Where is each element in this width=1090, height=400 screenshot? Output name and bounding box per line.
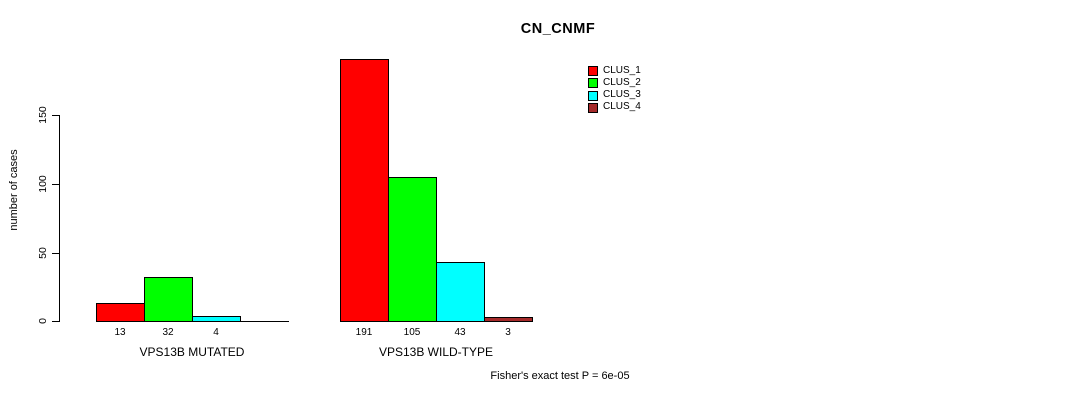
bar-count-label: 13 [114,327,126,338]
bar [340,59,389,322]
bar [144,277,193,322]
legend-label: CLUS_1 [603,64,641,76]
bar [192,316,241,322]
y-axis-line [59,115,60,322]
chart-title: CN_CNMF [520,21,596,37]
bar [388,177,437,322]
group-label-mutated: VPS13B MUTATED [139,345,245,359]
y-tick-label: 0 [37,318,49,324]
group-label-wildtype: VPS13B WILD-TYPE [378,345,494,359]
bar-count-label: 32 [162,327,174,338]
y-tick [52,253,59,254]
y-tick-label: 150 [37,106,49,124]
bar [436,262,485,322]
bar-count-label: 4 [213,327,219,338]
fisher-test-annotation: Fisher's exact test P = 6e-05 [490,370,630,382]
bar-count-label: 105 [403,327,421,338]
y-tick [52,184,59,185]
legend-label: CLUS_3 [603,89,641,101]
bar [484,317,533,322]
bar-count-label: 191 [355,327,373,338]
y-tick [52,115,59,116]
bar-count-label: 43 [454,327,466,338]
y-tick [52,321,59,322]
legend-swatch [588,102,598,113]
bar [96,303,145,322]
y-axis-label: number of cases [8,149,20,231]
legend-label: CLUS_2 [603,76,641,88]
y-tick-label: 100 [37,175,49,193]
legend-label: CLUS_4 [603,101,641,113]
legend-swatch [588,90,598,101]
legend-swatch [588,66,598,76]
legend-swatch [588,78,598,89]
y-tick-label: 50 [37,247,49,259]
bar-count-label: 3 [505,327,511,338]
